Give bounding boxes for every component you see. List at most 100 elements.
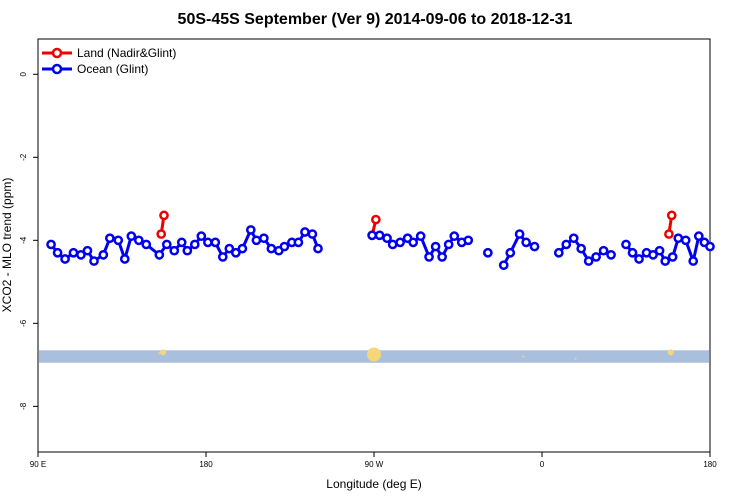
legend-ocean-label: Ocean (Glint) [77, 62, 148, 76]
y-tick-label: -6 [19, 319, 28, 327]
y-axis-label: XCO2 - MLO trend (ppm) [0, 178, 14, 313]
data-point [156, 229, 167, 239]
data-point [89, 256, 99, 266]
x-axis: 90 E 180 90 W 0 180 [30, 452, 717, 469]
y-axis: 0 -2 -4 -6 -8 [19, 72, 38, 410]
data-point [463, 235, 474, 246]
data-point [606, 249, 616, 260]
data-point [667, 252, 678, 262]
data-point [654, 245, 665, 256]
y-tick-label: 0 [19, 72, 28, 77]
data-point [705, 241, 715, 252]
data-point [367, 230, 377, 241]
data-point [424, 252, 434, 262]
series-layer [46, 210, 715, 271]
y-tick-label: -2 [19, 153, 28, 161]
data-point [189, 239, 200, 250]
data-point [76, 249, 86, 260]
data-point [693, 231, 704, 242]
data-point [576, 243, 587, 254]
x-tick-label: 180 [703, 460, 717, 469]
data-point [498, 260, 509, 271]
data-point [673, 233, 684, 244]
data-point [217, 252, 228, 262]
band-marker [574, 357, 577, 360]
legend-land-label: Land (Nadir&Glint) [77, 46, 176, 60]
data-point [395, 237, 405, 248]
data-point [505, 247, 516, 258]
plot-frame [37, 38, 711, 453]
data-point [210, 237, 221, 248]
band-marker [667, 349, 674, 356]
data-point [382, 233, 392, 244]
data-point [553, 247, 564, 258]
data-point [224, 243, 235, 254]
data-point [159, 210, 169, 221]
data-point [529, 241, 540, 252]
data-point [203, 237, 213, 248]
data-point [293, 237, 304, 248]
data-point [133, 235, 144, 246]
data-point [648, 249, 658, 260]
legend-ocean-marker [51, 63, 63, 75]
data-point [307, 229, 318, 239]
data-point [141, 239, 152, 250]
x-tick-label: 0 [540, 460, 545, 469]
data-point [126, 231, 137, 242]
x-tick-label: 90 E [30, 460, 46, 469]
data-point [666, 210, 677, 221]
data-point [437, 252, 447, 262]
data-point [279, 241, 290, 252]
x-axis-label: Longitude (deg E) [326, 477, 421, 491]
data-point [313, 243, 323, 254]
data-point [154, 249, 165, 260]
legend-land-marker [51, 47, 63, 59]
data-point [266, 243, 277, 254]
data-point [196, 231, 207, 242]
data-point [680, 235, 691, 246]
data-point [98, 249, 109, 260]
data-point [521, 237, 531, 248]
data-point [514, 229, 525, 239]
data-point [621, 239, 631, 250]
data-point [182, 245, 193, 256]
band-marker [367, 347, 381, 362]
band-marker [160, 349, 167, 356]
data-point [169, 245, 180, 256]
data-point [60, 254, 70, 264]
data-point [660, 256, 671, 266]
data-point [430, 241, 441, 252]
data-point [561, 239, 572, 250]
data-point [237, 243, 248, 254]
y-tick-label: -4 [19, 236, 28, 244]
data-point [161, 239, 172, 250]
data-point [371, 214, 381, 225]
chart-title: 50S-45S September (Ver 9) 2014-09-06 to … [178, 11, 573, 28]
data-point [68, 247, 79, 258]
legend: Land (Nadir&Glint) Ocean (Glint) [42, 46, 176, 76]
data-point [688, 256, 699, 266]
data-point [105, 233, 115, 244]
y-tick-label: -8 [19, 402, 28, 410]
data-point [231, 247, 241, 258]
data-point [583, 256, 594, 266]
data-point [387, 239, 398, 250]
data-point [598, 245, 609, 256]
data-point [113, 235, 124, 246]
data-point [568, 233, 579, 244]
series-ocean [46, 225, 715, 271]
data-point [415, 231, 426, 242]
band-marker [522, 355, 525, 358]
data-point [46, 239, 56, 250]
data-point [52, 247, 63, 258]
band-markers [158, 347, 674, 362]
data-point [259, 233, 269, 244]
data-point [664, 229, 674, 239]
x-tick-label: 180 [199, 460, 213, 469]
data-point [443, 239, 454, 250]
x-tick-label: 90 W [365, 460, 384, 469]
data-point [82, 245, 93, 256]
data-point [300, 227, 310, 237]
data-point [245, 225, 256, 235]
data-point [591, 252, 601, 262]
